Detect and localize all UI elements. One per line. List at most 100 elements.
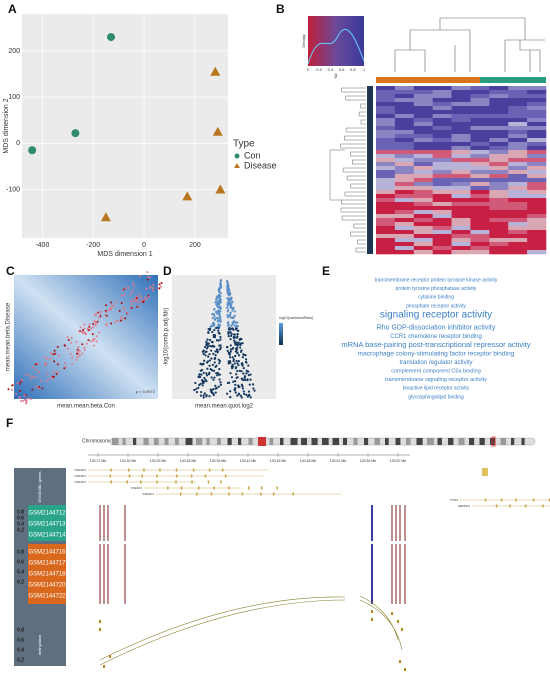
c-dot	[54, 352, 57, 355]
d-dot	[245, 393, 248, 396]
heat-cell	[413, 230, 433, 235]
d-dot	[235, 325, 238, 328]
d-dot	[243, 375, 247, 378]
heat-cell	[508, 174, 528, 179]
c-dot	[99, 315, 102, 318]
d-dot	[226, 301, 230, 304]
d-dot	[236, 369, 239, 373]
heat-cell	[470, 114, 490, 119]
scale-label: 130.30 Mb	[120, 459, 137, 463]
word: macrophage colony-stimulating factor rec…	[358, 350, 515, 357]
band	[311, 438, 318, 445]
heat-cell	[470, 118, 490, 123]
heat-cell	[470, 210, 490, 215]
heat-cell	[489, 182, 509, 187]
d-dot	[203, 359, 206, 362]
d-dot	[229, 356, 232, 359]
d-dot	[247, 364, 250, 367]
d-dot	[232, 346, 235, 350]
exon	[208, 468, 211, 472]
c-dot	[48, 377, 51, 380]
sample-label: GSM2144713	[28, 522, 66, 528]
c-dot	[129, 293, 132, 296]
d-dot	[195, 390, 198, 394]
c-dot	[123, 308, 126, 311]
heat-cell	[432, 114, 452, 119]
heat-cell	[432, 94, 452, 99]
d-dot	[230, 376, 234, 379]
c-dot	[40, 380, 43, 383]
band	[500, 438, 507, 445]
exon	[159, 468, 161, 472]
c-background	[14, 275, 158, 399]
d-dot	[211, 344, 215, 348]
d-dot	[205, 361, 209, 364]
heat-cell	[508, 226, 528, 231]
c-dot	[75, 341, 78, 344]
d-dot	[242, 390, 245, 393]
heat-cell	[451, 110, 471, 115]
d-dot	[216, 325, 219, 328]
heat-cell	[376, 122, 396, 127]
heat-cell	[376, 178, 396, 183]
d-dot	[216, 374, 219, 377]
d-dot	[215, 364, 218, 367]
heat-cell	[489, 250, 509, 255]
track-tick: 0.4	[17, 521, 24, 527]
heat-cell	[394, 98, 415, 103]
d-dot	[241, 387, 244, 390]
heat-cell	[376, 142, 396, 147]
heat-cell	[413, 158, 433, 163]
legend-label: Con	[244, 150, 261, 160]
d-dot	[201, 350, 204, 353]
band	[143, 438, 149, 445]
heat-cell	[376, 198, 396, 203]
band	[269, 438, 274, 445]
heat-cell	[432, 222, 452, 227]
heat-cell	[508, 134, 528, 139]
heat-cell	[451, 206, 471, 211]
heat-cell	[451, 238, 471, 243]
gene-label: STEAP1	[74, 468, 86, 472]
d-dot	[239, 394, 242, 397]
d-dot	[213, 361, 216, 364]
heat-cell	[413, 142, 433, 147]
heat-cell	[508, 234, 528, 239]
heat-cell	[470, 142, 490, 147]
plot-background	[22, 14, 228, 238]
c-dot	[56, 371, 59, 374]
d-dot	[214, 384, 217, 387]
d-dot	[216, 312, 219, 315]
heat-cell	[376, 154, 396, 159]
c-dot	[158, 283, 161, 286]
band	[122, 438, 126, 445]
exon	[198, 486, 200, 490]
exon	[500, 498, 503, 502]
c-dot	[120, 301, 123, 304]
point	[107, 33, 116, 42]
heat-cell	[376, 210, 396, 215]
d-dot	[216, 371, 219, 375]
heat-cell	[376, 170, 396, 175]
c-dot	[49, 357, 52, 360]
heat-cell	[394, 114, 415, 119]
d-dot	[219, 346, 222, 349]
d-dot	[231, 309, 234, 312]
d-dot	[226, 306, 229, 309]
heat-cell	[432, 166, 452, 171]
c-dot	[132, 284, 135, 287]
d-dot	[227, 362, 230, 365]
heat-cell	[489, 186, 509, 191]
heat-cell	[489, 122, 509, 127]
c-dot	[99, 312, 102, 315]
scale-label: 130.51 Mb	[330, 459, 347, 463]
d-dot	[249, 396, 252, 399]
d-dot	[210, 357, 213, 360]
exon	[128, 474, 131, 478]
heat-cell	[432, 98, 452, 103]
d-dot	[229, 338, 232, 341]
heat-cell	[489, 174, 509, 179]
y-tick-label: 100	[8, 94, 20, 101]
heat-cell	[470, 182, 490, 187]
heat-cell	[413, 182, 433, 187]
